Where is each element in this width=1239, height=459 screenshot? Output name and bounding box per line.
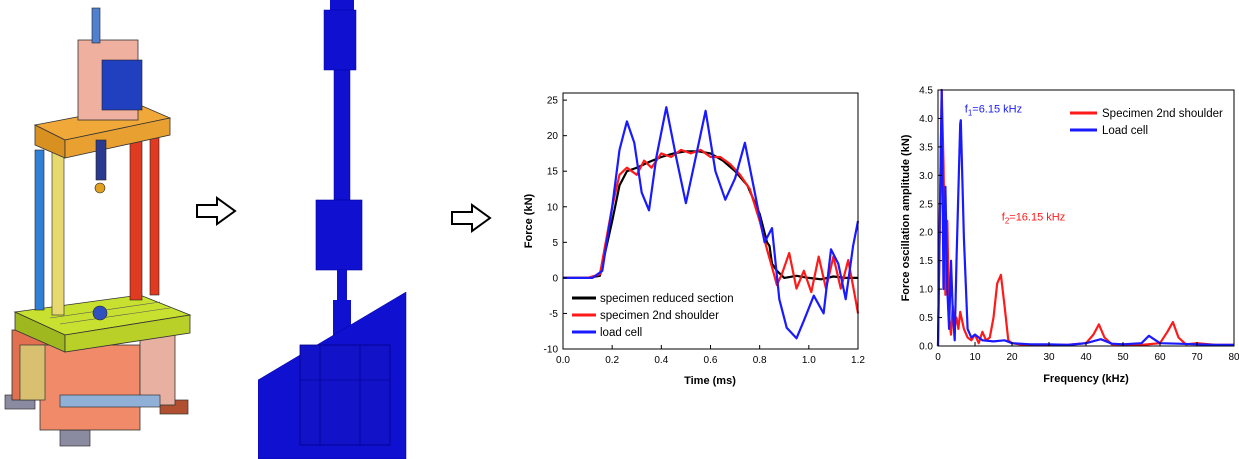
y-tick-label: -5 (549, 309, 558, 320)
x-tick-label: 70 (1191, 352, 1203, 363)
y-tick-label: 10 (547, 202, 559, 213)
x-tick-label: 0 (935, 352, 941, 363)
legend-label: load cell (600, 327, 642, 339)
chart1-ylabel: Force (kN) (523, 193, 535, 248)
y-tick-label: 0 (552, 273, 558, 284)
chart2-plot-lines (936, 88, 1234, 347)
y-tick-label: 3.0 (919, 171, 933, 182)
x-tick-label: 0.4 (654, 355, 668, 366)
right-arrow-icon (451, 203, 492, 233)
chart1-xlabel: Time (ms) (684, 375, 736, 387)
x-tick-label: 10 (969, 352, 981, 363)
legend-label: specimen reduced section (600, 293, 734, 305)
peak-annotation: f2=16.15 kHz (1002, 212, 1065, 226)
legend-label: specimen 2nd shoulder (600, 310, 719, 322)
series-line-0 (563, 150, 858, 281)
legend-label: Load cell (1102, 125, 1148, 137)
machine-cad-image (4, 7, 192, 447)
chart2-legend: Specimen 2nd shoulder Load cell (1070, 108, 1223, 137)
x-tick-label: 30 (1043, 352, 1055, 363)
fem-model-image (258, 0, 407, 459)
x-tick-label: 0.8 (753, 355, 767, 366)
x-tick-label: 1.2 (851, 355, 865, 366)
chart2-annotations: f1=6.15 kHz f2=16.15 kHz (965, 103, 1065, 225)
right-arrow-icon (196, 196, 237, 226)
y-tick-label: 2.0 (919, 228, 933, 239)
series-line-0 (936, 88, 1234, 347)
y-tick-label: 5 (552, 238, 558, 249)
x-tick-label: 40 (1080, 352, 1092, 363)
peak-annotation: f1=6.15 kHz (965, 103, 1022, 117)
chart1-legend: specimen reduced section specimen 2nd sh… (572, 293, 734, 339)
chart2-ticks: 0 10 20 30 40 50 60 70 80 0.0 0.5 1.0 1.5 2.0 2.5 3.0 3.… (919, 86, 1239, 364)
x-tick-label: 1.0 (802, 355, 816, 366)
y-tick-label: 2.5 (919, 199, 933, 210)
x-tick-label: 0.2 (605, 355, 619, 366)
chart1-ticks: 0.0 0.2 0.4 0.6 0.8 1.0 1.2 -10 -5 0 5 10 15 20 25 (544, 96, 866, 366)
y-tick-label: 0.5 (919, 313, 933, 324)
x-tick-label: 80 (1228, 352, 1239, 363)
y-tick-label: -10 (544, 345, 559, 356)
y-tick-label: 3.5 (919, 142, 933, 153)
y-tick-label: 4.5 (919, 86, 933, 97)
series-line-1 (936, 88, 1234, 347)
y-tick-label: 0.0 (919, 342, 933, 353)
y-tick-label: 4.0 (919, 114, 933, 125)
fft-chart: 0 10 20 30 40 50 60 70 80 0.0 0.5 1.0 1.5 2.0 2.5 3.0 3.… (900, 86, 1239, 386)
x-tick-label: 50 (1117, 352, 1129, 363)
chart2-frame (937, 89, 1235, 347)
x-tick-label: 60 (1154, 352, 1166, 363)
x-tick-label: 20 (1006, 352, 1018, 363)
chart2-xlabel: Frequency (kHz) (1043, 373, 1129, 385)
series-line-2 (563, 106, 860, 340)
x-tick-label: 0.0 (556, 355, 570, 366)
y-tick-label: 15 (547, 167, 559, 178)
series-line-1 (563, 148, 860, 314)
y-tick-label: 1.5 (919, 256, 933, 267)
y-tick-label: 25 (547, 96, 559, 107)
legend-label: Specimen 2nd shoulder (1102, 108, 1223, 120)
chart1-plot-lines (563, 106, 860, 340)
x-tick-label: 0.6 (704, 355, 718, 366)
force-time-chart: 0.0 0.2 0.4 0.6 0.8 1.0 1.2 -10 -5 0 5 10 15 20 25 For… (523, 92, 866, 387)
y-tick-label: 20 (547, 131, 559, 142)
y-tick-label: 1.0 (919, 285, 933, 296)
chart2-ylabel: Force oscillation amplitude (kN) (900, 134, 912, 301)
